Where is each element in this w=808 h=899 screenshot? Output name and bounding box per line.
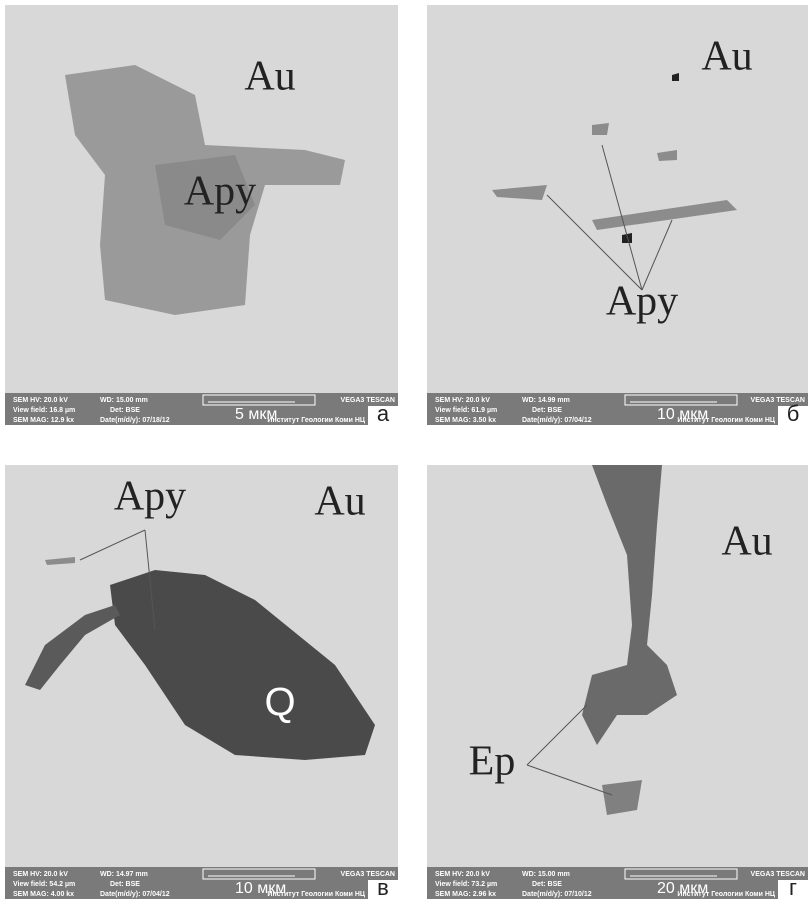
panel-letter: г (789, 875, 797, 899)
info-text: SEM HV: 20.0 kV (435, 397, 490, 404)
info-text: Date(m/d/y): 07/10/12 (522, 891, 592, 898)
institute: Институт Геологии Коми НЦ (677, 417, 775, 424)
info-text: WD: 14.99 mm (522, 397, 570, 404)
info-text: Det: BSE (110, 881, 140, 888)
panel-letter: а (377, 401, 390, 426)
panel-letter: б (787, 401, 800, 426)
info-text: Det: BSE (532, 407, 562, 414)
panel-letter: в (377, 875, 389, 899)
info-text: SEM HV: 20.0 kV (13, 871, 68, 878)
info-text: SEM MAG: 3.50 kx (435, 417, 496, 424)
institute: Институт Геологии Коми НЦ (267, 417, 365, 424)
info-text: View field: 73.2 µm (435, 881, 497, 888)
info-bar: SEM HV: 20.0 kV View field: 16.8 µm SEM MA… (5, 393, 398, 426)
info-text: WD: 15.00 mm (522, 871, 570, 878)
mineral-label: Au (244, 54, 295, 100)
info-bar: SEM HV: 20.0 kV View field: 61.9 µm SEM MA… (427, 393, 808, 426)
mineral-label: Apy (184, 169, 256, 215)
info-text: SEM MAG: 12.9 kx (13, 417, 74, 424)
info-text: Date(m/d/y): 07/04/12 (522, 417, 592, 424)
mineral-grain (592, 123, 609, 135)
institute: Институт Геологии Коми НЦ (267, 891, 365, 898)
info-text: View field: 16.8 µm (13, 407, 75, 414)
info-text: Date(m/d/y): 07/04/12 (100, 891, 170, 898)
info-text: Det: BSE (532, 881, 562, 888)
info-text: SEM HV: 20.0 kV (435, 871, 490, 878)
info-text: Det: BSE (110, 407, 140, 414)
info-bar: SEM HV: 20.0 kV View field: 54.2 µm SEM MA… (5, 867, 398, 899)
info-bar: SEM HV: 20.0 kV View field: 73.2 µm SEM MA… (427, 867, 808, 899)
mineral-grain (602, 780, 642, 815)
info-text: View field: 61.9 µm (435, 407, 497, 414)
mineral-label: Au (721, 519, 772, 565)
mineral-label: Ep (469, 739, 516, 785)
info-text: WD: 15.00 mm (100, 397, 148, 404)
institute: Институт Геологии Коми НЦ (677, 891, 775, 898)
info-text: SEM MAG: 2.96 kx (435, 891, 496, 898)
mineral-label: Au (314, 479, 365, 525)
info-text: WD: 14.97 mm (100, 871, 148, 878)
info-text: SEM HV: 20.0 kV (13, 397, 68, 404)
info-text: SEM MAG: 4.00 kx (13, 891, 74, 898)
mineral-label: Apy (114, 474, 186, 520)
info-text: Date(m/d/y): 07/18/12 (100, 417, 170, 424)
mineral-label: Q (264, 681, 295, 725)
mineral-label: Au (701, 34, 752, 80)
sem-panel: Apy Au Q SEM HV: 20.0 kV View field: 54.2 µm… (5, 465, 398, 899)
figure: AuApySEM HV: 20.0 kVView field: 16.8 µmS… (0, 0, 808, 899)
mineral-label: Apy (606, 279, 678, 325)
info-text: View field: 54.2 µm (13, 881, 75, 888)
